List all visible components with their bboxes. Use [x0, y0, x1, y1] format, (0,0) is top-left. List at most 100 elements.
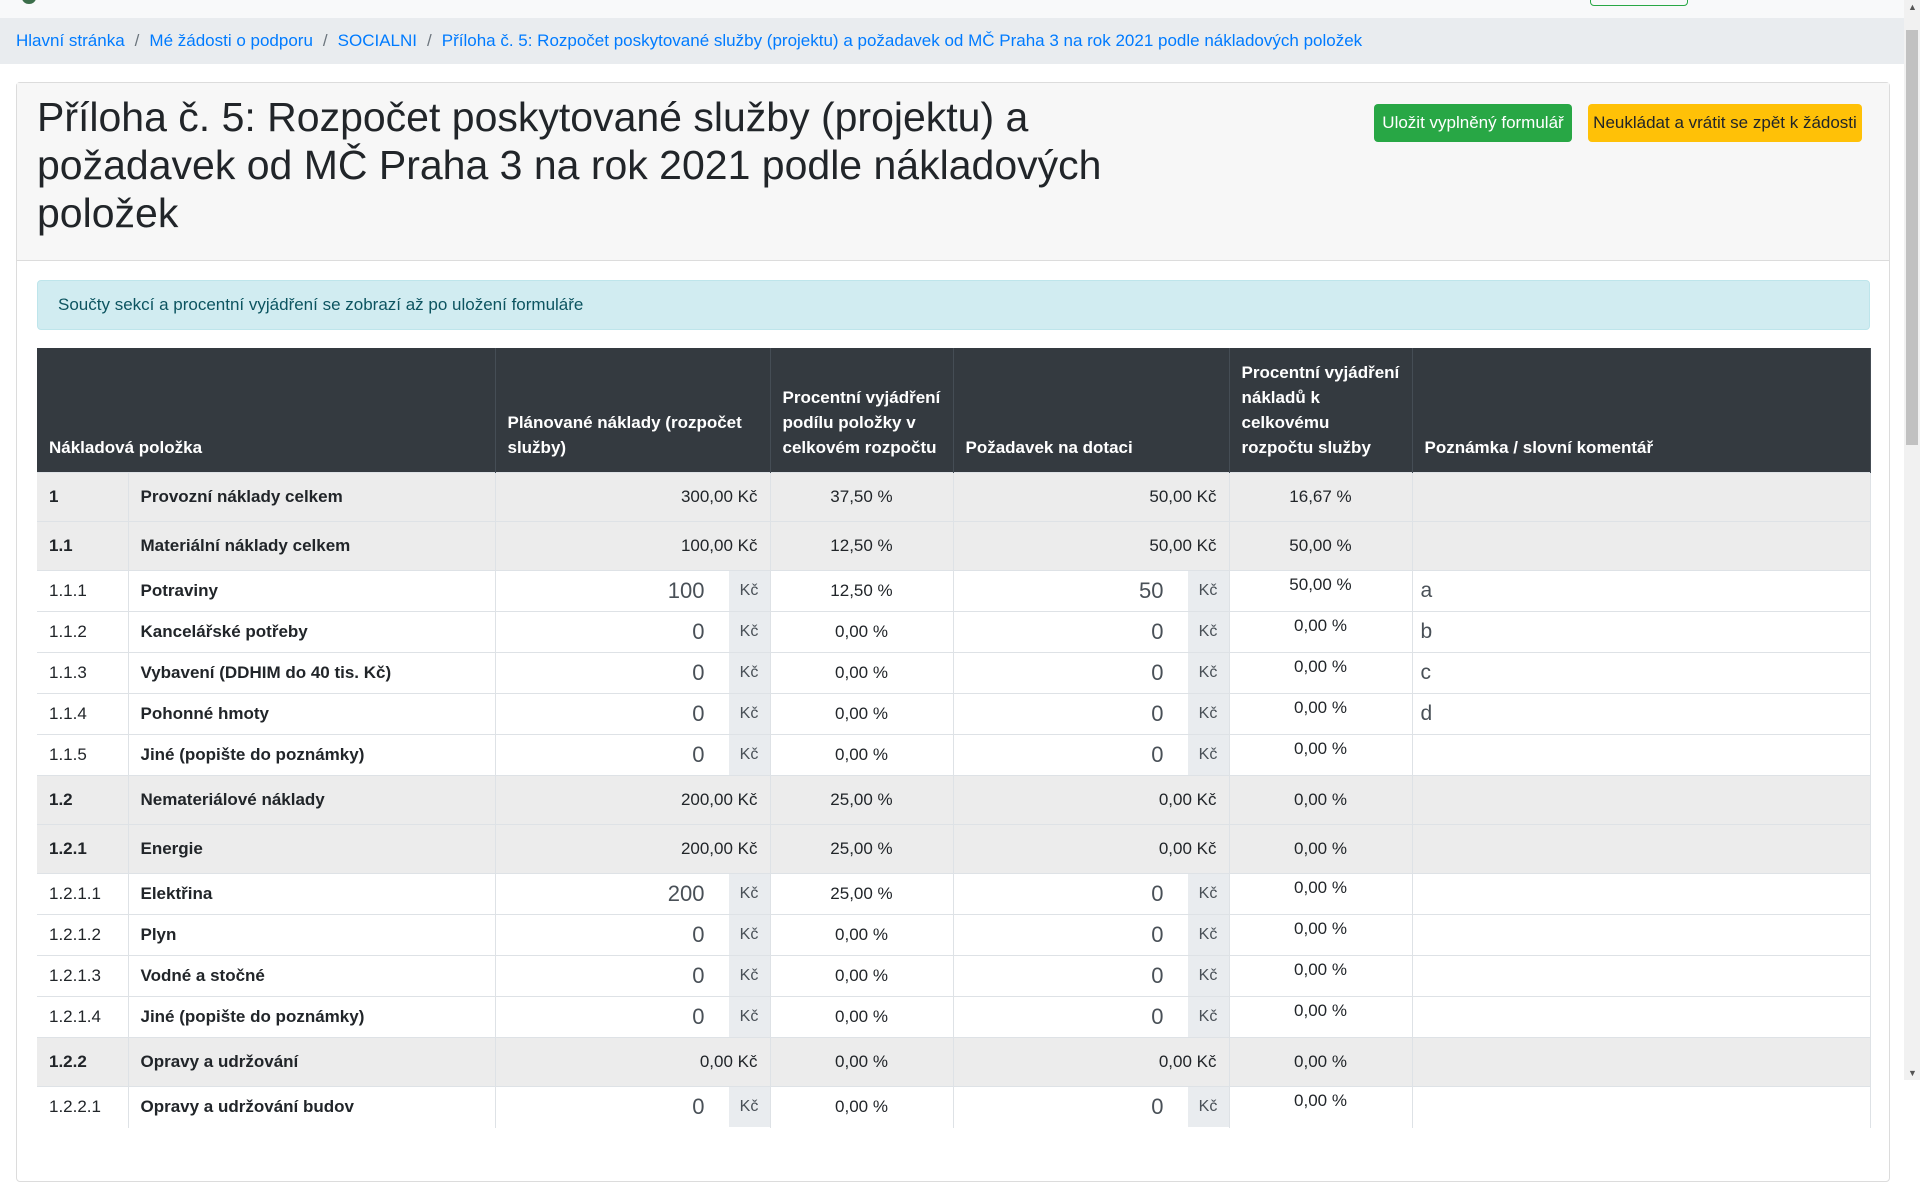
planned-total: 100,00 Kč [495, 521, 771, 571]
breadcrumb: Hlavní stránka / Mé žádosti o podporu / SO… [0, 18, 1904, 64]
planned-input[interactable]: 0 [692, 1094, 705, 1120]
item-code: 1.2.1.3 [37, 955, 129, 997]
pct-share: 37,50 % [770, 472, 954, 522]
planned-input[interactable]: 0 [692, 1004, 705, 1029]
planned-total: 0,00 Kč [495, 1037, 771, 1087]
item-code: 1.2.2 [37, 1037, 129, 1087]
item-name: Elektřina [128, 873, 496, 915]
note-input[interactable] [1412, 955, 1871, 997]
pct-cost: 50,00 % [1229, 521, 1413, 571]
header-cost-item: Nákladová položka [37, 348, 496, 473]
table-row: 1.2.1.4 Jiné (popište do poznámky) 0 Kč 0… [37, 996, 1871, 1038]
grant-input[interactable]: 0 [1151, 742, 1164, 767]
planned-input[interactable]: 0 [692, 963, 705, 988]
currency-addon: Kč [728, 735, 770, 775]
pct-cost: 0,00 % [1229, 996, 1413, 1038]
table-row: 1.1.3 Vybavení (DDHIM do 40 tis. Kč) 0 Kč… [37, 652, 1871, 694]
scroll-down-icon[interactable]: ▼ [1908, 1068, 1917, 1078]
currency-addon: Kč [728, 874, 770, 914]
currency-addon: Kč [1187, 1087, 1229, 1128]
note-input[interactable] [1412, 996, 1871, 1038]
scrollbar-thumb[interactable] [1906, 30, 1918, 445]
pct-share: 0,00 % [770, 652, 954, 694]
scroll-up-icon[interactable]: ▲ [1908, 2, 1917, 12]
table-row: 1.1.5 Jiné (popište do poznámky) 0 Kč 0,0… [37, 734, 1871, 776]
pct-share: 0,00 % [770, 996, 954, 1038]
pct-share: 0,00 % [770, 914, 954, 956]
item-code: 1.2 [37, 775, 129, 825]
planned-input[interactable]: 0 [692, 922, 705, 947]
planned-input[interactable]: 200 [667, 881, 705, 906]
back-without-saving-button[interactable]: Neukládat a vrátit se zpět k žádosti [1588, 104, 1862, 142]
header-note: Poznámka / slovní komentář [1412, 348, 1871, 473]
currency-addon: Kč [1187, 956, 1229, 996]
form-card: Příloha č. 5: Rozpočet poskytované služb… [16, 82, 1890, 1182]
info-alert: Součty sekcí a procentní vyjádření se zo… [37, 280, 1870, 330]
item-name: Jiné (popište do poznámky) [128, 996, 496, 1038]
planned-total: 200,00 Kč [495, 775, 771, 825]
note-input[interactable] [1412, 734, 1871, 776]
item-code: 1.1.5 [37, 734, 129, 776]
pct-share: 0,00 % [770, 955, 954, 997]
breadcrumb-socialni[interactable]: SOCIALNI [337, 31, 417, 50]
grant-input[interactable]: 0 [1151, 963, 1164, 988]
grant-input[interactable]: 0 [1151, 1004, 1164, 1029]
currency-addon: Kč [728, 571, 770, 611]
pct-cost: 0,00 % [1229, 873, 1413, 915]
pct-cost: 0,00 % [1229, 734, 1413, 776]
table-row: 1.1.1 Potraviny 100 Kč 12,50 % 50 Kč 50,00… [37, 570, 1871, 612]
currency-addon: Kč [1187, 997, 1229, 1037]
note-cell [1412, 1037, 1871, 1087]
pct-share: 12,50 % [770, 570, 954, 612]
table-row: 1.2.2.1 Opravy a udržování budov 0 Kč 0,0… [37, 1086, 1871, 1128]
note-input[interactable] [1412, 873, 1871, 915]
table-row: 1.1 Materiální náklady celkem 100,00 Kč … [37, 521, 1871, 571]
grant-input[interactable]: 50 [1139, 578, 1164, 603]
pct-cost: 0,00 % [1229, 824, 1413, 874]
table-row: 1.2.1.2 Plyn 0 Kč 0,00 % 0 Kč 0,00 % [37, 914, 1871, 956]
header-pct-share: Procentní vyjádření podílu položky v cel… [770, 348, 954, 473]
planned-input[interactable]: 0 [692, 701, 705, 726]
planned-input[interactable]: 0 [692, 619, 705, 644]
item-name: Energie [128, 824, 496, 874]
note-cell [1412, 775, 1871, 825]
note-input[interactable] [1412, 914, 1871, 956]
currency-addon: Kč [1187, 653, 1229, 693]
pct-share: 0,00 % [770, 611, 954, 653]
note-input[interactable] [1412, 1086, 1871, 1128]
grant-total: 50,00 Kč [953, 472, 1230, 522]
item-name: Vybavení (DDHIM do 40 tis. Kč) [128, 652, 496, 694]
save-button[interactable]: Uložit vyplněný formulář [1374, 104, 1572, 142]
note-input[interactable]: b [1412, 611, 1871, 653]
grant-input[interactable]: 0 [1151, 922, 1164, 947]
currency-addon: Kč [1187, 612, 1229, 652]
note-input[interactable]: d [1412, 693, 1871, 735]
navbar-button[interactable] [1590, 0, 1688, 6]
item-name: Jiné (popište do poznámky) [128, 734, 496, 776]
pct-share: 25,00 % [770, 775, 954, 825]
grant-input[interactable]: 0 [1151, 881, 1164, 906]
breadcrumb-requests[interactable]: Mé žádosti o podporu [149, 31, 313, 50]
pct-cost: 0,00 % [1229, 693, 1413, 735]
table-row: 1.2.1 Energie 200,00 Kč 25,00 % 0,00 Kč … [37, 824, 1871, 874]
planned-input[interactable]: 0 [692, 660, 705, 685]
note-input[interactable]: c [1412, 652, 1871, 694]
currency-addon: Kč [728, 694, 770, 734]
note-cell [1412, 472, 1871, 522]
table-row: 1.2.1.3 Vodné a stočné 0 Kč 0,00 % 0 Kč 0,… [37, 955, 1871, 997]
breadcrumb-current[interactable]: Příloha č. 5: Rozpočet poskytované služb… [441, 31, 1363, 50]
grant-input[interactable]: 0 [1151, 660, 1164, 685]
grant-input[interactable]: 0 [1151, 619, 1164, 644]
note-cell [1412, 824, 1871, 874]
breadcrumb-home[interactable]: Hlavní stránka [16, 31, 125, 50]
grant-input[interactable]: 0 [1151, 1094, 1164, 1120]
grant-input[interactable]: 0 [1151, 701, 1164, 726]
pct-cost: 0,00 % [1229, 775, 1413, 825]
planned-total: 300,00 Kč [495, 472, 771, 522]
note-input[interactable]: a [1412, 570, 1871, 612]
planned-input[interactable]: 100 [667, 578, 705, 603]
planned-input[interactable]: 0 [692, 742, 705, 767]
grant-total: 0,00 Kč [953, 1037, 1230, 1087]
pct-cost: 0,00 % [1229, 1086, 1413, 1128]
header-pct-cost: Procentní vyjádření nákladů k celkovému … [1229, 348, 1413, 473]
